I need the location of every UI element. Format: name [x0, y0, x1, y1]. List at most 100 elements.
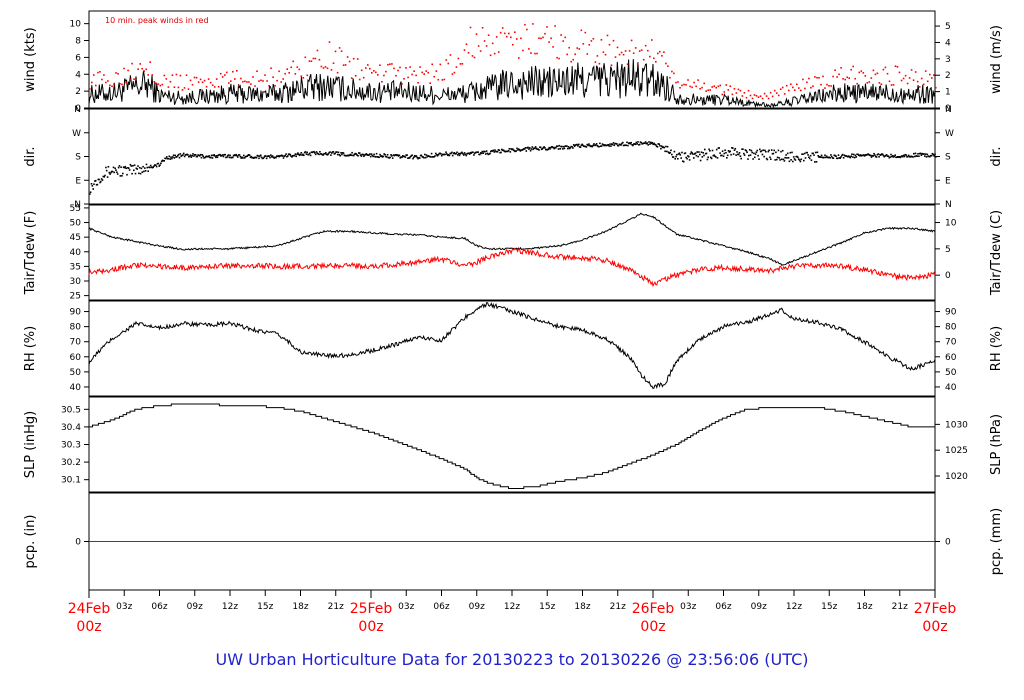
peak-wind-point [346, 56, 349, 58]
peak-wind-point [457, 57, 460, 60]
peak-wind-point [167, 86, 170, 88]
direction-point [296, 153, 298, 156]
peak-wind-point [638, 50, 641, 52]
peak-wind-point [336, 71, 339, 74]
direction-point [781, 158, 783, 161]
x-tick-label: 06z [433, 602, 449, 612]
x-tick-label: 15z [257, 602, 273, 612]
y-tick-label: 90 [70, 308, 82, 318]
peak-wind-point [665, 62, 667, 65]
peak-wind-point [725, 84, 728, 86]
direction-point [847, 155, 849, 158]
direction-point [385, 156, 388, 158]
direction-point [521, 149, 523, 151]
direction-point [306, 151, 308, 154]
direction-point [268, 155, 270, 157]
direction-point [685, 156, 687, 159]
y-tick-label-right: 1025 [945, 446, 968, 456]
direction-point [823, 156, 825, 159]
direction-point [127, 167, 130, 169]
direction-point [187, 154, 189, 156]
direction-point [651, 141, 654, 144]
direction-point [850, 155, 852, 157]
direction-point [596, 144, 599, 147]
direction-point [331, 152, 333, 154]
direction-point [792, 160, 794, 163]
y-axis-label-right: Tair/Tdew (C) [989, 210, 1004, 296]
direction-point [141, 171, 144, 173]
direction-point [171, 156, 174, 158]
direction-point [411, 154, 413, 156]
peak-wind-point [360, 69, 363, 72]
direction-point [534, 147, 536, 150]
y-axis-label-right: dir. [989, 146, 1004, 166]
direction-point [616, 143, 618, 145]
direction-point [419, 154, 422, 157]
y-tick-label: 50 [70, 219, 82, 229]
direction-point [777, 149, 780, 152]
peak-wind-point [427, 71, 429, 74]
peak-wind-point [608, 43, 611, 46]
x-tick-label: 03z [680, 602, 696, 612]
peak-wind-point [771, 95, 774, 98]
direction-point [211, 157, 214, 159]
direction-point [602, 144, 605, 146]
direction-point [122, 166, 125, 168]
direction-point [143, 170, 145, 173]
direction-point [166, 156, 168, 158]
direction-point [185, 153, 187, 156]
peak-wind-point [526, 28, 528, 31]
peak-wind-point [640, 49, 643, 51]
direction-point [538, 149, 540, 151]
direction-point [597, 145, 599, 148]
direction-point [913, 155, 916, 158]
peak-wind-point [892, 84, 895, 86]
peak-wind-point [562, 40, 564, 42]
peak-wind-point [876, 72, 879, 75]
direction-point [790, 159, 792, 161]
direction-point [472, 151, 474, 154]
y-tick-label: W [72, 129, 81, 139]
peak-wind-point [316, 49, 319, 52]
direction-point [215, 155, 218, 157]
peak-wind-point [590, 40, 593, 42]
direction-point [441, 153, 444, 156]
peak-wind-point [522, 49, 524, 52]
direction-point [466, 152, 468, 155]
peak-wind-point [634, 47, 637, 49]
peak-wind-point [713, 85, 715, 87]
direction-point [556, 145, 559, 148]
direction-point [724, 149, 726, 151]
peak-wind-point [199, 78, 202, 81]
direction-point [824, 154, 826, 156]
peak-wind-point [922, 83, 925, 86]
peak-wind-point [461, 63, 464, 65]
direction-point [126, 173, 128, 176]
direction-point [611, 143, 614, 146]
direction-point [282, 157, 285, 159]
direction-point [662, 146, 665, 148]
direction-point [618, 143, 621, 146]
direction-point [644, 142, 646, 144]
direction-point [210, 156, 212, 159]
peak-wind-point [783, 93, 786, 95]
direction-point [271, 155, 274, 157]
direction-point [728, 151, 731, 153]
direction-point [336, 151, 338, 153]
direction-point [100, 180, 102, 183]
y-tick-label: E [75, 176, 81, 186]
peak-wind-point [483, 40, 486, 42]
peak-wind-point [918, 86, 921, 88]
direction-point [220, 155, 222, 157]
direction-point [404, 156, 407, 158]
peak-wind-point [433, 75, 435, 78]
peak-wind-point [669, 76, 671, 79]
peak-wind-point [280, 81, 282, 83]
direction-point [105, 169, 108, 172]
peak-wind-point [499, 31, 502, 34]
y-axis-label: dir. [23, 146, 38, 166]
peak-wind-point [739, 89, 742, 92]
direction-point [103, 176, 105, 178]
